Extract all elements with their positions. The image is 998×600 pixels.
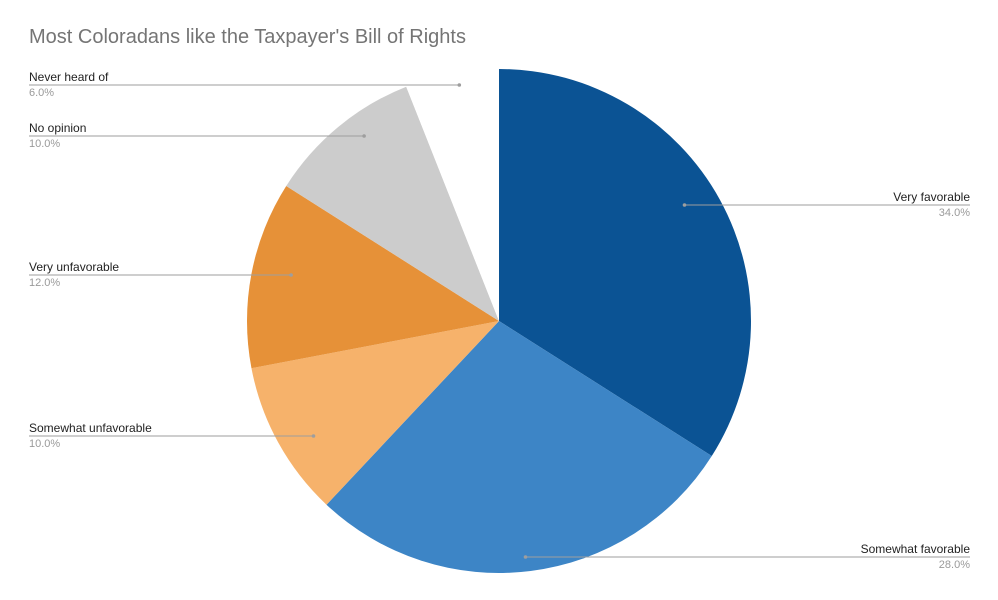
- pie-slice-very-favorable: [499, 69, 752, 457]
- leaders-layer: [29, 83, 970, 559]
- pie-slice-no-opinion: [286, 86, 499, 321]
- slice-label-very-favorable: Very favorable: [893, 190, 970, 204]
- pie-slice-somewhat-favorable: [326, 321, 712, 574]
- labels-layer: Very favorable 34.0% Somewhat favorable 28.…: [29, 70, 970, 571]
- slice-value-somewhat-unfavorable: 10.0%: [29, 438, 60, 450]
- leader-dot-very-unfavorable: [289, 273, 293, 277]
- pie-slice-somewhat-unfavorable: [251, 321, 499, 505]
- slice-label-somewhat-favorable: Somewhat favorable: [861, 542, 971, 556]
- slice-label-no-opinion: No opinion: [29, 121, 86, 135]
- slices-layer: [246, 69, 752, 574]
- slice-label-never-heard-of: Never heard of: [29, 70, 109, 84]
- slice-value-no-opinion: 10.0%: [29, 138, 60, 150]
- pie-slice-never-heard-of: [406, 69, 499, 321]
- slice-label-somewhat-unfavorable: Somewhat unfavorable: [29, 421, 152, 435]
- pie-slice-very-unfavorable: [246, 185, 499, 369]
- leader-dot-no-opinion: [362, 134, 366, 138]
- slice-value-very-unfavorable: 12.0%: [29, 277, 60, 289]
- slice-label-very-unfavorable: Very unfavorable: [29, 260, 119, 274]
- slice-value-somewhat-favorable: 28.0%: [939, 559, 970, 571]
- chart-title: Most Coloradans like the Taxpayer's Bill…: [29, 26, 466, 48]
- slice-value-very-favorable: 34.0%: [939, 207, 970, 219]
- slice-value-never-heard-of: 6.0%: [29, 87, 54, 99]
